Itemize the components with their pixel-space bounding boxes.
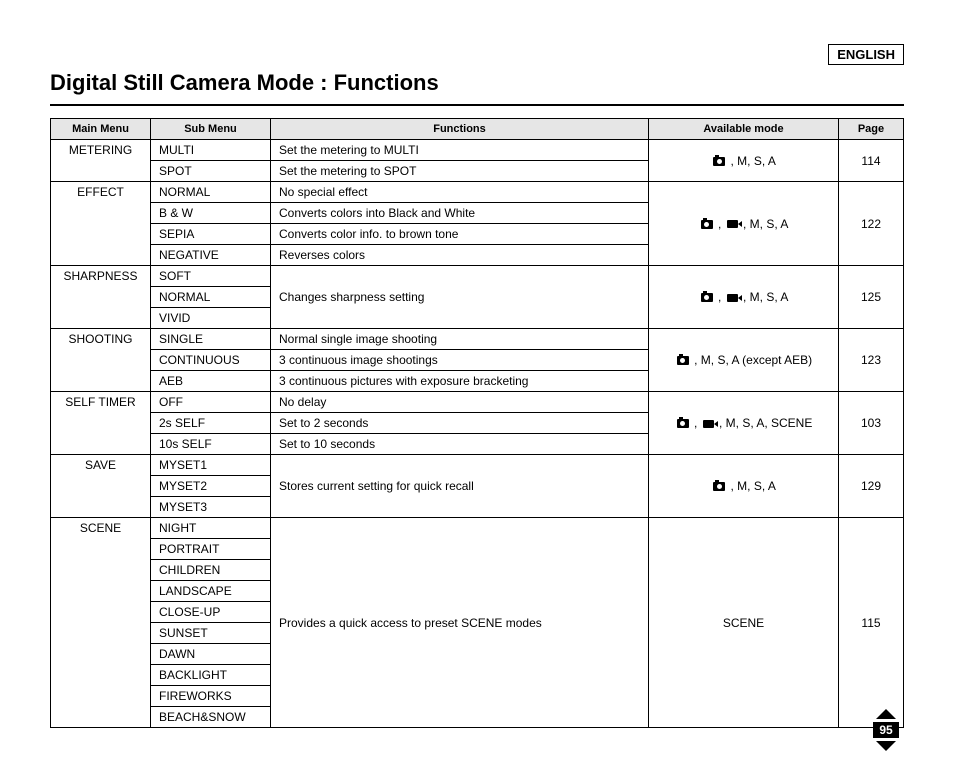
function-cell: Set to 10 seconds: [271, 434, 649, 455]
page-cell: 129: [839, 455, 904, 518]
camera-icon: [677, 419, 689, 428]
main-menu-cell: SCENE: [51, 518, 151, 728]
mode-cell: , M, S, A: [649, 140, 839, 182]
main-menu-cell: EFFECT: [51, 182, 151, 266]
page-number-badge: 95: [868, 709, 904, 751]
sub-menu-cell: CHILDREN: [151, 560, 271, 581]
sub-menu-cell: B & W: [151, 203, 271, 224]
page-cell: 123: [839, 329, 904, 392]
sub-menu-cell: CONTINUOUS: [151, 350, 271, 371]
table-header-row: Main Menu Sub Menu Functions Available m…: [51, 119, 904, 140]
sub-menu-cell: AEB: [151, 371, 271, 392]
sub-menu-cell: 2s SELF: [151, 413, 271, 434]
page-cell: 125: [839, 266, 904, 329]
camera-icon: [713, 157, 725, 166]
sub-menu-cell: SUNSET: [151, 623, 271, 644]
video-icon: [703, 420, 714, 428]
header-sub: Sub Menu: [151, 119, 271, 140]
page-cell: 115: [839, 518, 904, 728]
function-cell: 3 continuous image shootings: [271, 350, 649, 371]
header-page: Page: [839, 119, 904, 140]
page-title: Digital Still Camera Mode : Functions: [50, 70, 904, 106]
function-cell: No delay: [271, 392, 649, 413]
table-row: SELF TIMEROFFNo delay , , M, S, A, SCENE…: [51, 392, 904, 413]
sub-menu-cell: BACKLIGHT: [151, 665, 271, 686]
mode-cell: , , M, S, A: [649, 266, 839, 329]
table-row: SHOOTINGSINGLENormal single image shooti…: [51, 329, 904, 350]
sub-menu-cell: SINGLE: [151, 329, 271, 350]
sub-menu-cell: NEGATIVE: [151, 245, 271, 266]
sub-menu-cell: NORMAL: [151, 287, 271, 308]
table-row: SHARPNESSSOFTChanges sharpness setting ,…: [51, 266, 904, 287]
main-menu-cell: SHARPNESS: [51, 266, 151, 329]
mode-cell: , , M, S, A, SCENE: [649, 392, 839, 455]
sub-menu-cell: MULTI: [151, 140, 271, 161]
function-cell: 3 continuous pictures with exposure brac…: [271, 371, 649, 392]
triangle-up-icon: [876, 709, 896, 719]
function-cell: Stores current setting for quick recall: [271, 455, 649, 518]
triangle-down-icon: [876, 741, 896, 751]
camera-icon: [701, 220, 713, 229]
function-cell: Provides a quick access to preset SCENE …: [271, 518, 649, 728]
camera-icon: [677, 356, 689, 365]
header-mode: Available mode: [649, 119, 839, 140]
sub-menu-cell: MYSET3: [151, 497, 271, 518]
table-row: SCENENIGHTProvides a quick access to pre…: [51, 518, 904, 539]
table-row: SAVEMYSET1Stores current setting for qui…: [51, 455, 904, 476]
function-cell: Reverses colors: [271, 245, 649, 266]
function-cell: No special effect: [271, 182, 649, 203]
function-cell: Set to 2 seconds: [271, 413, 649, 434]
camera-icon: [701, 293, 713, 302]
sub-menu-cell: MYSET2: [151, 476, 271, 497]
video-icon: [727, 294, 738, 302]
main-menu-cell: SAVE: [51, 455, 151, 518]
sub-menu-cell: PORTRAIT: [151, 539, 271, 560]
camera-icon: [713, 482, 725, 491]
sub-menu-cell: OFF: [151, 392, 271, 413]
mode-cell: , M, S, A: [649, 455, 839, 518]
function-cell: Set the metering to SPOT: [271, 161, 649, 182]
sub-menu-cell: LANDSCAPE: [151, 581, 271, 602]
sub-menu-cell: SPOT: [151, 161, 271, 182]
sub-menu-cell: SEPIA: [151, 224, 271, 245]
main-menu-cell: METERING: [51, 140, 151, 182]
function-cell: Set the metering to MULTI: [271, 140, 649, 161]
page-cell: 114: [839, 140, 904, 182]
sub-menu-cell: BEACH&SNOW: [151, 707, 271, 728]
header-main: Main Menu: [51, 119, 151, 140]
function-cell: Converts color info. to brown tone: [271, 224, 649, 245]
table-row: METERINGMULTISet the metering to MULTI ,…: [51, 140, 904, 161]
language-label: ENGLISH: [828, 44, 904, 65]
page-number: 95: [873, 722, 898, 738]
main-menu-cell: SELF TIMER: [51, 392, 151, 455]
sub-menu-cell: VIVID: [151, 308, 271, 329]
function-cell: Changes sharpness setting: [271, 266, 649, 329]
mode-cell: , , M, S, A: [649, 182, 839, 266]
page-cell: 103: [839, 392, 904, 455]
mode-cell: SCENE: [649, 518, 839, 728]
main-menu-cell: SHOOTING: [51, 329, 151, 392]
sub-menu-cell: NORMAL: [151, 182, 271, 203]
sub-menu-cell: DAWN: [151, 644, 271, 665]
sub-menu-cell: 10s SELF: [151, 434, 271, 455]
sub-menu-cell: FIREWORKS: [151, 686, 271, 707]
sub-menu-cell: SOFT: [151, 266, 271, 287]
sub-menu-cell: CLOSE-UP: [151, 602, 271, 623]
function-cell: Converts colors into Black and White: [271, 203, 649, 224]
function-cell: Normal single image shooting: [271, 329, 649, 350]
header-func: Functions: [271, 119, 649, 140]
sub-menu-cell: MYSET1: [151, 455, 271, 476]
mode-cell: , M, S, A (except AEB): [649, 329, 839, 392]
page-cell: 122: [839, 182, 904, 266]
sub-menu-cell: NIGHT: [151, 518, 271, 539]
functions-table: Main Menu Sub Menu Functions Available m…: [50, 118, 904, 728]
video-icon: [727, 220, 738, 228]
table-row: EFFECTNORMALNo special effect , , M, S, …: [51, 182, 904, 203]
